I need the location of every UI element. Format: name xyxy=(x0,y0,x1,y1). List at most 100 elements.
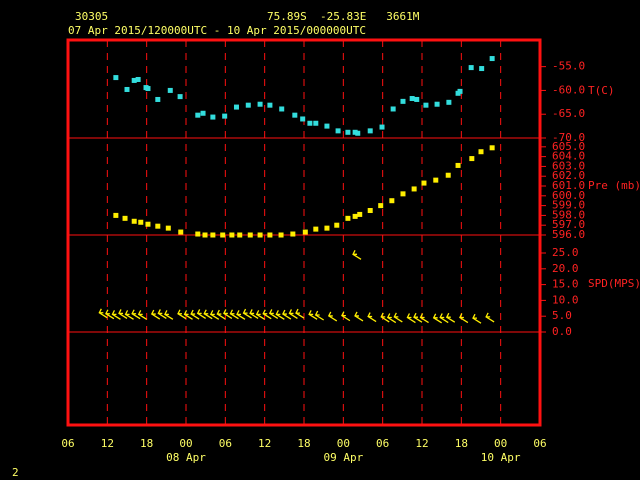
wind-barb xyxy=(177,309,187,320)
data-point xyxy=(155,96,161,102)
date-label: 09 Apr xyxy=(323,451,363,464)
wind-barb xyxy=(406,313,416,324)
data-point xyxy=(313,120,319,126)
data-point xyxy=(446,99,452,105)
wind-barb xyxy=(432,313,443,324)
data-point xyxy=(455,162,461,168)
data-point xyxy=(357,211,363,217)
data-point xyxy=(434,101,440,107)
data-point xyxy=(324,123,330,129)
data-point xyxy=(345,129,351,135)
x-tick-label: 00 xyxy=(337,437,350,450)
wind-barb xyxy=(341,311,351,322)
y-tick-label: 601.0 xyxy=(552,179,585,192)
data-point xyxy=(200,110,206,116)
data-point xyxy=(423,102,429,108)
data-point xyxy=(300,116,306,122)
data-point xyxy=(379,124,385,130)
data-point xyxy=(257,101,263,107)
data-point xyxy=(165,225,171,231)
wind-barb xyxy=(157,309,167,319)
wind-barb xyxy=(439,313,449,324)
data-point xyxy=(210,232,216,238)
wind-barb xyxy=(249,309,259,319)
date-label: 08 Apr xyxy=(166,451,206,464)
data-point xyxy=(302,229,308,235)
wind-barb xyxy=(98,308,108,319)
wind-barb xyxy=(150,309,161,320)
data-point xyxy=(479,66,485,72)
data-point xyxy=(131,218,137,224)
data-point xyxy=(478,149,484,155)
data-point xyxy=(334,222,340,228)
wind-barb xyxy=(393,312,403,323)
data-point xyxy=(237,232,243,238)
wind-barb xyxy=(419,313,429,324)
wind-barb xyxy=(485,312,495,323)
data-point xyxy=(124,86,130,92)
data-point xyxy=(202,232,208,238)
wind-barb xyxy=(275,310,285,320)
data-point xyxy=(138,219,144,225)
data-point xyxy=(400,98,406,104)
wind-barb xyxy=(327,311,338,322)
data-point xyxy=(489,56,495,62)
y-tick-label: -65.0 xyxy=(552,107,585,120)
wind-barb xyxy=(352,250,362,260)
data-point xyxy=(195,112,201,118)
y-tick-label: 10.0 xyxy=(552,293,579,306)
data-point xyxy=(345,215,351,221)
x-tick-label: 12 xyxy=(258,437,271,450)
y-tick-label: 599.0 xyxy=(552,199,585,212)
y-tick-label: 603.0 xyxy=(552,159,585,172)
data-point xyxy=(167,87,173,93)
y-tick-label: -70.0 xyxy=(552,131,585,144)
data-point xyxy=(367,208,373,214)
data-point xyxy=(469,156,475,162)
y-axis-label: T(C) xyxy=(588,84,615,97)
x-tick-label: 06 xyxy=(533,437,546,450)
wind-barb xyxy=(196,309,207,319)
y-tick-label: -55.0 xyxy=(552,60,585,73)
wind-barb xyxy=(242,308,252,319)
data-point xyxy=(313,226,319,232)
wind-barb xyxy=(105,309,115,320)
y-tick-label: 25.0 xyxy=(552,246,579,259)
wind-barb xyxy=(314,310,325,321)
x-tick-label: 18 xyxy=(140,437,153,450)
wind-barb xyxy=(262,309,272,320)
wind-barb xyxy=(295,308,305,319)
data-point xyxy=(414,96,420,102)
wind-barb xyxy=(386,313,397,324)
data-point xyxy=(352,213,358,219)
y-axis-label: SPD(MPS) xyxy=(588,277,640,290)
wind-barb xyxy=(380,312,390,323)
data-point xyxy=(390,106,396,112)
data-point xyxy=(409,96,415,102)
wind-barb xyxy=(367,312,377,323)
y-tick-label: 0.0 xyxy=(552,325,572,338)
x-tick-label: 12 xyxy=(101,437,114,450)
y-tick-label: 605.0 xyxy=(552,140,585,153)
wind-barb xyxy=(255,310,266,320)
data-point xyxy=(247,232,253,238)
data-point xyxy=(445,172,451,178)
data-point xyxy=(352,129,358,135)
data-point xyxy=(290,231,296,237)
data-point xyxy=(178,229,184,235)
x-tick-label: 06 xyxy=(61,437,74,450)
x-tick-label: 18 xyxy=(455,437,468,450)
data-point xyxy=(433,177,439,183)
data-point xyxy=(145,221,151,227)
data-point xyxy=(267,232,273,238)
station-location: 75.89S -25.83E 3661M xyxy=(267,10,420,23)
wind-barb xyxy=(137,310,148,320)
data-point xyxy=(367,128,373,134)
wind-barb xyxy=(190,309,200,320)
wind-barb xyxy=(288,309,298,319)
data-point xyxy=(229,232,235,238)
x-tick-label: 06 xyxy=(219,437,232,450)
data-point xyxy=(389,198,395,204)
y-tick-label: -60.0 xyxy=(552,83,585,96)
